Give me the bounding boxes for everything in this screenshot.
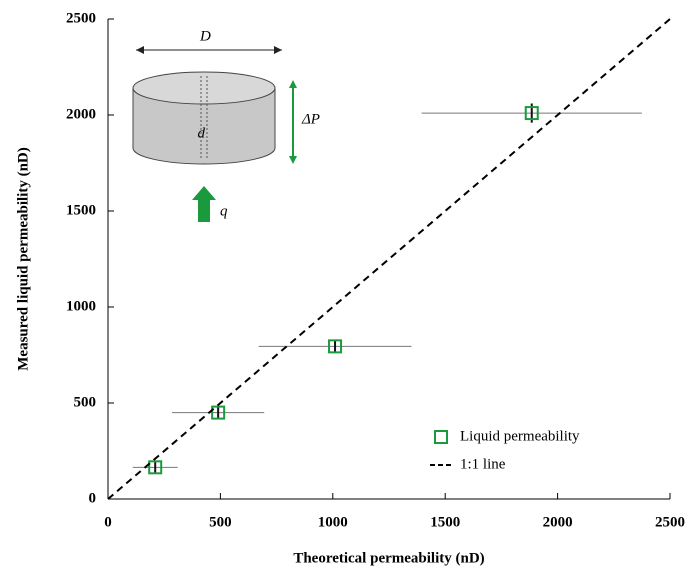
y-tick-label: 0 bbox=[89, 490, 97, 506]
cylinder-top bbox=[132, 71, 276, 105]
point bbox=[328, 339, 343, 354]
point bbox=[211, 405, 226, 420]
y-tick-label: 500 bbox=[74, 394, 97, 410]
annotation: q bbox=[220, 203, 228, 219]
reference-line bbox=[107, 18, 671, 500]
legend-swatch bbox=[434, 430, 448, 444]
legend-label: 1:1 line bbox=[460, 456, 506, 472]
point bbox=[524, 106, 539, 121]
y-tick-label: 2500 bbox=[66, 10, 96, 26]
inset-diagram: D d ΔP q bbox=[132, 28, 320, 222]
x-tick-label: 2000 bbox=[543, 514, 573, 530]
y-tick-label: 1000 bbox=[66, 298, 96, 314]
y-tick-label: 1500 bbox=[66, 202, 96, 218]
annotation: ΔP bbox=[301, 111, 320, 127]
x-tick-label: 500 bbox=[209, 514, 232, 530]
x-tick-label: 1000 bbox=[318, 514, 348, 530]
point bbox=[148, 460, 163, 475]
annotation: D bbox=[199, 28, 211, 44]
annotation: d bbox=[198, 125, 206, 141]
y-axis-label: Measured liquid permeability (nD) bbox=[15, 147, 31, 370]
x-tick-label: 0 bbox=[104, 514, 112, 530]
flow-arrow bbox=[192, 186, 216, 222]
y-tick-label: 2000 bbox=[66, 106, 96, 122]
x-tick-label: 1500 bbox=[430, 514, 460, 530]
x-tick-label: 2500 bbox=[655, 514, 685, 530]
legend-label: Liquid permeability bbox=[460, 428, 580, 444]
x-axis-label: Theoretical permeability (nD) bbox=[293, 550, 484, 566]
cylinder-body bbox=[132, 87, 276, 165]
